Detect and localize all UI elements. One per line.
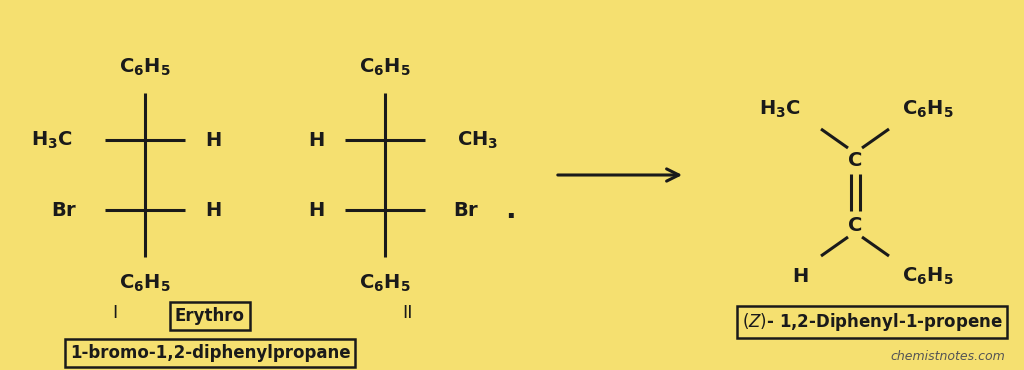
Text: $\mathbf{H_3C}$: $\mathbf{H_3C}$ xyxy=(32,130,73,151)
Text: $\mathbf{C}$: $\mathbf{C}$ xyxy=(848,215,862,235)
Text: $\mathit{(Z)}$- 1,2-Diphenyl-1-propene: $\mathit{(Z)}$- 1,2-Diphenyl-1-propene xyxy=(741,311,1002,333)
Text: $\mathbf{C_6H_5}$: $\mathbf{C_6H_5}$ xyxy=(119,272,171,294)
Text: $\mathbf{C_6H_5}$: $\mathbf{C_6H_5}$ xyxy=(359,56,411,78)
Text: Erythro: Erythro xyxy=(175,307,245,325)
Text: $\mathbf{H}$: $\mathbf{H}$ xyxy=(205,201,221,219)
Text: $\mathbf{H}$: $\mathbf{H}$ xyxy=(308,131,325,149)
Text: $\mathbf{C_6H_5}$: $\mathbf{C_6H_5}$ xyxy=(119,56,171,78)
Text: $\mathbf{H}$: $\mathbf{H}$ xyxy=(308,201,325,219)
Text: $\mathbf{Br}$: $\mathbf{Br}$ xyxy=(453,201,479,219)
Text: 1-bromo-1,2-diphenylpropane: 1-bromo-1,2-diphenylpropane xyxy=(70,344,350,362)
Text: $\mathbf{H_3C}$: $\mathbf{H_3C}$ xyxy=(760,98,801,120)
Text: .: . xyxy=(505,196,515,224)
Text: $\mathbf{H}$: $\mathbf{H}$ xyxy=(205,131,221,149)
Text: $\mathbf{CH_3}$: $\mathbf{CH_3}$ xyxy=(457,130,499,151)
Text: chemistnotes.com: chemistnotes.com xyxy=(890,350,1005,363)
Text: I: I xyxy=(113,304,118,322)
Text: $\mathbf{H}$: $\mathbf{H}$ xyxy=(792,266,808,286)
Text: II: II xyxy=(401,304,413,322)
Text: $\mathbf{C_6H_5}$: $\mathbf{C_6H_5}$ xyxy=(902,265,953,287)
Text: $\mathbf{C}$: $\mathbf{C}$ xyxy=(848,151,862,169)
Text: $\mathbf{C_6H_5}$: $\mathbf{C_6H_5}$ xyxy=(359,272,411,294)
Text: $\mathbf{Br}$: $\mathbf{Br}$ xyxy=(50,201,77,219)
Text: $\mathbf{C_6H_5}$: $\mathbf{C_6H_5}$ xyxy=(902,98,953,120)
